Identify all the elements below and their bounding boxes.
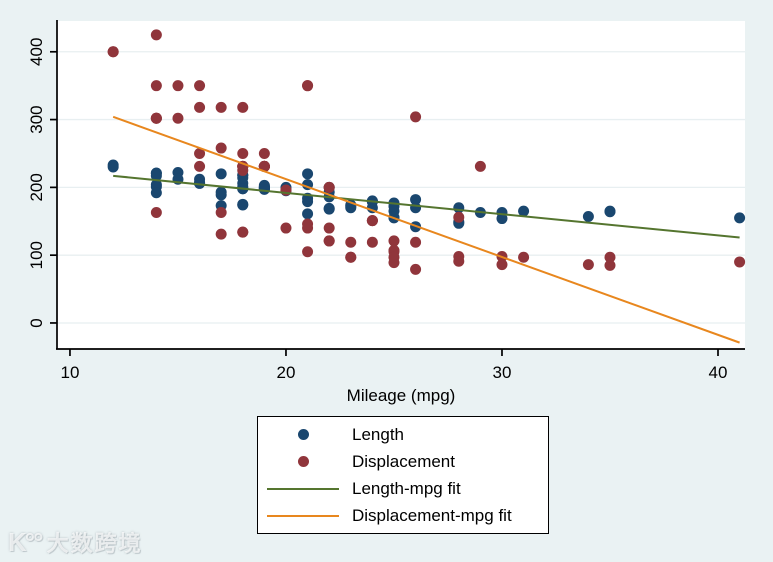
point-displacement [518, 251, 530, 263]
point-displacement [258, 147, 270, 159]
legend-dot-marker [258, 456, 348, 467]
point-displacement [302, 218, 314, 230]
point-displacement [496, 259, 508, 271]
y-tick-label: 300 [27, 105, 46, 133]
legend-row-0: Length [258, 421, 548, 448]
legend-row-1: Displacement [258, 448, 548, 475]
point-displacement [388, 251, 400, 263]
y-tick-label: 0 [27, 318, 46, 327]
point-displacement [388, 235, 400, 247]
watermark-text: 大数跨境 [46, 531, 143, 556]
legend-label: Displacement [352, 451, 455, 471]
point-length [302, 208, 314, 220]
point-displacement [345, 251, 357, 263]
point-displacement [323, 235, 335, 247]
point-displacement [150, 112, 162, 124]
point-length [496, 213, 508, 225]
point-length [604, 206, 616, 218]
point-displacement [215, 101, 227, 113]
point-length [150, 187, 162, 199]
point-displacement [366, 236, 378, 248]
point-length [215, 186, 227, 198]
point-displacement [345, 236, 357, 248]
point-length [582, 211, 594, 223]
y-tick-label: 200 [27, 173, 46, 201]
legend-line-marker [258, 514, 348, 517]
dot-swatch [297, 429, 309, 440]
watermark: K°° 大数跨境 [8, 526, 143, 558]
point-length [194, 177, 206, 189]
point-length [323, 202, 335, 214]
point-displacement [366, 215, 378, 227]
point-displacement [410, 263, 422, 275]
point-displacement [323, 222, 335, 234]
point-length [258, 179, 270, 191]
point-displacement [258, 160, 270, 172]
point-length [734, 212, 746, 224]
point-displacement [215, 206, 227, 218]
point-length [302, 168, 314, 180]
line-swatch [267, 514, 339, 517]
x-axis-title: Mileage (mpg) [346, 386, 456, 405]
point-displacement [280, 222, 292, 234]
legend-label: Displacement-mpg fit [352, 505, 512, 525]
point-displacement [453, 211, 465, 223]
point-displacement [410, 111, 422, 123]
point-displacement [172, 80, 184, 92]
point-length [410, 194, 422, 206]
point-displacement [323, 181, 335, 193]
point-displacement [410, 236, 422, 248]
legend: Length Displacement Length-mpg fit Displace… [257, 416, 549, 534]
point-displacement [194, 80, 206, 92]
y-tick-label: 100 [27, 241, 46, 269]
point-displacement [215, 142, 227, 154]
watermark-logo-icon: K°° [8, 526, 44, 557]
point-length [107, 161, 119, 173]
displacement-mpg-fit-line [112, 115, 740, 344]
legend-row-3: Displacement-mpg fit [258, 502, 548, 529]
point-displacement [107, 46, 119, 58]
x-tick-label: 40 [709, 363, 728, 382]
x-tick-label: 10 [60, 363, 79, 382]
point-displacement [734, 256, 746, 268]
point-displacement [237, 226, 249, 238]
point-length [237, 198, 249, 210]
point-displacement [474, 160, 486, 172]
point-displacement [237, 147, 249, 159]
length-mpg-fit-line [113, 174, 740, 239]
point-displacement [150, 80, 162, 92]
legend-label: Length [352, 424, 404, 444]
legend-label: Length-mpg fit [352, 478, 461, 498]
y-tick-label: 400 [27, 38, 46, 66]
legend-line-marker [258, 487, 348, 490]
x-tick-label: 30 [493, 363, 512, 382]
legend-dot-marker [258, 429, 348, 440]
point-displacement [604, 251, 616, 263]
point-displacement [453, 255, 465, 267]
point-displacement [215, 228, 227, 240]
point-displacement [150, 29, 162, 41]
point-displacement [194, 101, 206, 113]
plot-area [57, 21, 745, 349]
point-displacement [172, 112, 184, 124]
point-length [215, 168, 227, 180]
line-swatch [267, 487, 339, 490]
x-tick-label: 20 [277, 363, 296, 382]
point-displacement [150, 206, 162, 218]
dot-swatch [297, 456, 309, 467]
point-displacement [194, 160, 206, 172]
point-displacement [582, 259, 594, 271]
point-displacement [604, 259, 616, 271]
point-displacement [302, 246, 314, 258]
point-displacement [237, 101, 249, 113]
point-displacement [194, 147, 206, 159]
legend-row-2: Length-mpg fit [258, 475, 548, 502]
point-displacement [302, 80, 314, 92]
point-length [150, 170, 162, 182]
point-length [518, 205, 530, 217]
point-length [453, 202, 465, 214]
